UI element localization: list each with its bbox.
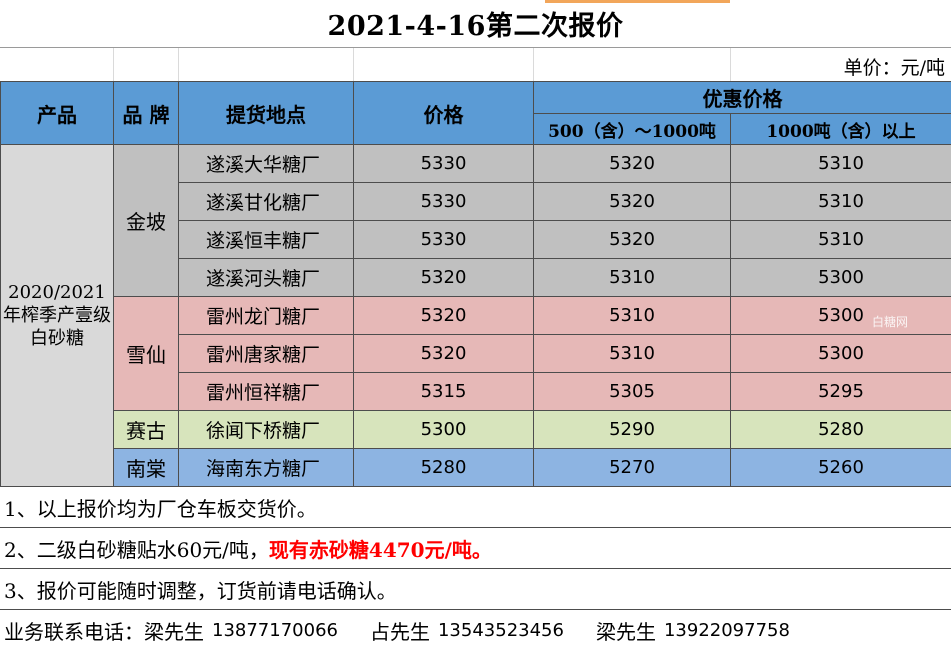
tier2-cell: 5260 xyxy=(730,448,951,487)
price-cell: 5315 xyxy=(353,372,534,411)
note-1: 1、以上报价均为厂仓车板交货价。 xyxy=(0,487,951,528)
tier1-cell: 5310 xyxy=(533,258,731,297)
grid-line xyxy=(533,48,534,81)
price-cell: 5330 xyxy=(353,182,534,221)
header-tier2: 1000吨（含）以上 xyxy=(730,113,951,145)
tier2-cell: 5295 xyxy=(730,372,951,411)
tier1-cell: 5310 xyxy=(533,296,731,335)
plant-cell: 海南东方糖厂 xyxy=(178,448,354,487)
note-2-text: 2、二级白砂糖贴水60元/吨， xyxy=(4,537,269,562)
header-brand: 品 牌 xyxy=(113,81,179,145)
note-2: 2、二级白砂糖贴水60元/吨， 现有赤砂糖4470元/吨。 xyxy=(0,528,951,569)
tier2-cell: 5300 xyxy=(730,258,951,297)
tier2-cell: 5300 xyxy=(730,296,951,335)
price-cell: 5320 xyxy=(353,296,534,335)
plant-cell: 雷州恒祥糖厂 xyxy=(178,372,354,411)
tier1-cell: 5320 xyxy=(533,220,731,259)
tier2-cell: 5310 xyxy=(730,220,951,259)
header-discount: 优惠价格 xyxy=(533,81,951,114)
grid-line xyxy=(730,48,731,81)
table-row: 赛古 徐闻下桥糖厂 5300 5290 5280 xyxy=(1,410,951,449)
plant-cell: 遂溪甘化糖厂 xyxy=(178,182,354,221)
price-cell: 5320 xyxy=(353,258,534,297)
table-row: 雪仙 雷州龙门糖厂 5320 5310 5300 xyxy=(1,296,951,411)
brand-cell-nanrong: 南棠 xyxy=(113,448,179,487)
table-row: 2020/2021年榨季产壹级白砂糖 金坡 遂溪大华糖厂 5330 5320 5… xyxy=(0,144,951,487)
tier1-cell: 5320 xyxy=(533,144,731,183)
tier1-cell: 5320 xyxy=(533,182,731,221)
tier2-cell: 5300 xyxy=(730,334,951,373)
note-3: 3、报价可能随时调整，订货前请电话确认。 xyxy=(0,569,951,610)
unit-label: 单价：元/吨 xyxy=(843,57,945,79)
price-cell: 5280 xyxy=(353,448,534,487)
plant-cell: 遂溪大华糖厂 xyxy=(178,144,354,183)
note-3-text: 3、报价可能随时调整，订货前请电话确认。 xyxy=(4,578,397,603)
top-accent-stripe xyxy=(545,0,730,3)
header-price: 价格 xyxy=(353,81,534,145)
table-row: 雷州唐家糖厂 5320 5310 5300 xyxy=(1,334,951,373)
brand-cell-xuexian: 雪仙 xyxy=(113,296,179,411)
plant-cell: 遂溪恒丰糖厂 xyxy=(178,220,354,259)
tier2-cell: 5280 xyxy=(730,410,951,449)
plant-cell: 雷州龙门糖厂 xyxy=(178,296,354,335)
plant-cell: 雷州唐家糖厂 xyxy=(178,334,354,373)
header-product: 产品 xyxy=(0,81,114,145)
tier1-cell: 5270 xyxy=(533,448,731,487)
header-tier1: 500（含）～1000吨 xyxy=(533,113,731,145)
tier1-cell: 5305 xyxy=(533,372,731,411)
tier2-cell: 5310 xyxy=(730,182,951,221)
brand-cell-jinpo: 金坡 xyxy=(113,144,179,297)
contact-line: 业务联系电话：梁先生 13877170066 占先生 13543523456 梁… xyxy=(0,610,951,651)
price-table: 产品 品 牌 提货地点 价格 优惠价格 500（含）～1000吨 1000吨（含… xyxy=(0,81,951,487)
brand-cell-saigu: 赛古 xyxy=(113,410,179,449)
grid-line xyxy=(353,48,354,81)
table-row: 遂溪恒丰糖厂 5330 5320 5310 xyxy=(1,220,951,259)
table-row: 遂溪甘化糖厂 5330 5320 5310 xyxy=(1,182,951,221)
contact-name-2: 占先生 xyxy=(369,620,430,644)
grid-line xyxy=(178,48,179,81)
price-cell: 5330 xyxy=(353,144,534,183)
tier1-cell: 5290 xyxy=(533,410,731,449)
table-row: 雷州恒祥糖厂 5315 5305 5295 xyxy=(1,372,951,411)
price-cell: 5330 xyxy=(353,220,534,259)
watermark-text: 白糖网 xyxy=(872,315,909,329)
contact-phone-2: 13543523456 xyxy=(437,620,564,641)
table-row: 南棠 海南东方糖厂 5280 5270 5260 xyxy=(1,448,951,487)
plant-cell: 徐闻下桥糖厂 xyxy=(178,410,354,449)
price-cell: 5320 xyxy=(353,334,534,373)
page-title: 2021-4-16第二次报价 xyxy=(327,11,624,42)
price-cell: 5300 xyxy=(353,410,534,449)
tier2-cell: 5310 xyxy=(730,144,951,183)
contact-phone-3: 13922097758 xyxy=(663,620,790,641)
title-divider xyxy=(0,47,951,48)
tier1-cell: 5310 xyxy=(533,334,731,373)
contact-name-3: 梁先生 xyxy=(595,620,656,644)
header-location: 提货地点 xyxy=(178,81,354,145)
plant-cell: 遂溪河头糖厂 xyxy=(178,258,354,297)
contact-phone-1: 13877170066 xyxy=(212,620,338,641)
grid-line xyxy=(113,48,114,81)
note-2-highlight: 现有赤砂糖4470元/吨。 xyxy=(268,537,492,562)
product-cell: 2020/2021年榨季产壹级白砂糖 xyxy=(0,144,114,487)
note-1-text: 1、以上报价均为厂仓车板交货价。 xyxy=(4,496,317,521)
contact-label: 业务联系电话：梁先生 xyxy=(4,620,204,644)
